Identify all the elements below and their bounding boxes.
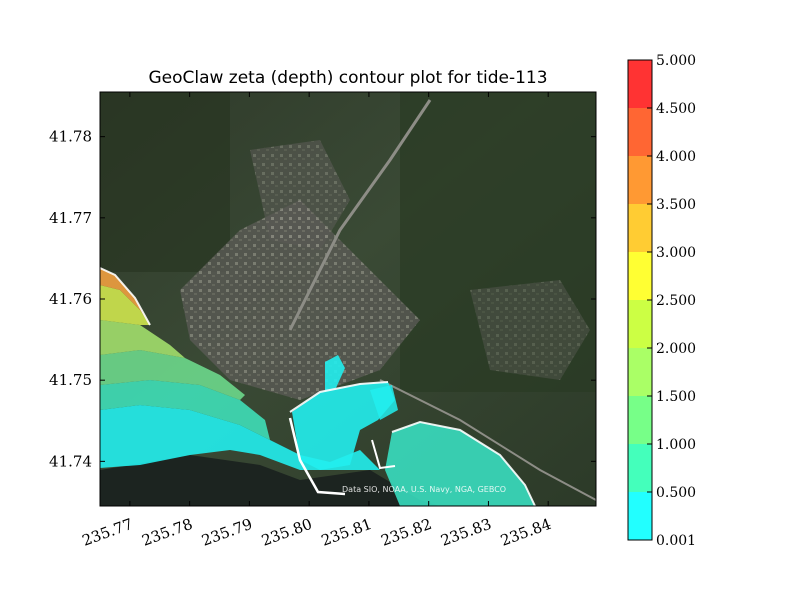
colorbar-tick-label: 0.500 xyxy=(656,485,696,501)
colorbar-segment xyxy=(628,492,652,540)
dark-ocean xyxy=(100,455,440,506)
colorbar-segment xyxy=(628,444,652,492)
ocean-shelf-fill xyxy=(100,405,380,470)
colorbar-tick-label: 2.000 xyxy=(656,341,696,357)
y-tick-label: 41.75 xyxy=(49,371,92,389)
colorbar-tick-label: 4.500 xyxy=(656,101,696,117)
x-tick-label: 235.84 xyxy=(498,515,553,550)
x-tick-label: 235.79 xyxy=(199,515,254,550)
colorbar-tick-label: 1.000 xyxy=(656,437,696,453)
x-tick-label: 235.78 xyxy=(140,515,195,550)
west-band-4 xyxy=(100,285,150,325)
colorbar-tick-label: 0.001 xyxy=(656,533,696,549)
west-shore-high xyxy=(100,268,150,325)
y-tick-label: 41.74 xyxy=(49,452,92,470)
highway xyxy=(288,99,432,331)
x-tick-label: 235.80 xyxy=(259,515,314,550)
x-tick-label: 235.82 xyxy=(379,515,434,550)
town-area xyxy=(180,200,420,400)
chart-title: GeoClaw zeta (depth) contour plot for ti… xyxy=(148,68,547,88)
y-tick-label: 41.78 xyxy=(49,128,92,146)
x-tick-label: 235.77 xyxy=(80,515,135,550)
harbor-basin-fill xyxy=(292,382,395,470)
x-tick-label: 235.83 xyxy=(438,515,493,550)
colorbar: 0.001 0.500 1.000 1.500 2.000 2.500 3.000 3.500… xyxy=(627,53,696,549)
marina-fill xyxy=(370,385,398,420)
town-area xyxy=(250,140,350,250)
colorbar-segment xyxy=(628,396,652,444)
colorbar-tick-label: 5.000 xyxy=(656,53,696,69)
colorbar-segment xyxy=(628,252,652,300)
jetty xyxy=(288,417,346,496)
image-credit: Data SIO, NOAA, U.S. Navy, NGA, GEBCO xyxy=(342,485,506,494)
highway xyxy=(379,379,596,501)
colorbar-segment xyxy=(628,60,652,108)
west-band-2 xyxy=(100,350,245,400)
colorbar-segment xyxy=(628,108,652,156)
west-band-3 xyxy=(100,320,185,358)
harbor-inlet xyxy=(325,355,345,392)
colorbar-segment xyxy=(628,348,652,396)
forest-patch xyxy=(100,92,230,272)
colorbar-tick-label: 3.500 xyxy=(656,197,696,213)
colorbar-tick-label: 4.000 xyxy=(656,149,696,165)
town-area xyxy=(470,280,590,380)
y-tick-label: 41.76 xyxy=(49,290,92,308)
colorbar-tick-label: 3.000 xyxy=(656,245,696,261)
x-tick-label: 235.81 xyxy=(319,515,374,550)
shoreline xyxy=(100,267,536,506)
west-band-1 xyxy=(100,380,270,440)
colorbar-tick-label: 2.500 xyxy=(656,293,696,309)
east-beach-fill xyxy=(385,422,535,506)
jetty xyxy=(371,439,396,470)
colorbar-segment xyxy=(628,204,652,252)
colorbar-segment xyxy=(628,156,652,204)
colorbar-tick-label: 1.500 xyxy=(656,389,696,405)
colorbar-segment xyxy=(628,300,652,348)
plot-area: Data SIO, NOAA, U.S. Navy, NGA, GEBCO xyxy=(100,92,596,506)
y-tick-label: 41.77 xyxy=(49,209,92,227)
